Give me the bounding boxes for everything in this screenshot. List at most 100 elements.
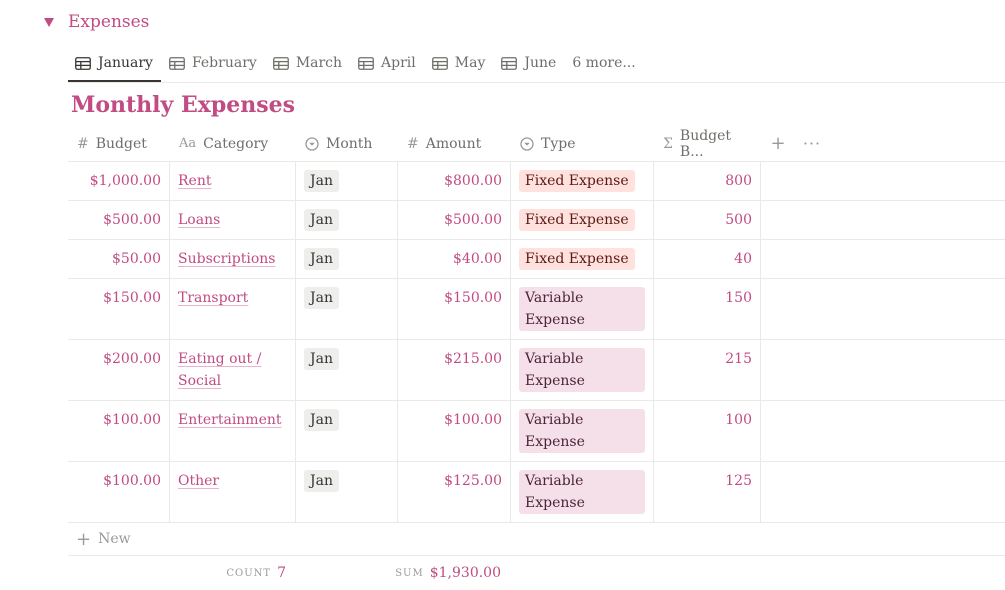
column-label: Amount bbox=[425, 135, 482, 152]
view-tabs: January February March April May June 6 … bbox=[68, 46, 1005, 83]
category-link[interactable]: Transport bbox=[178, 290, 249, 306]
budget-b-cell[interactable]: 800 bbox=[654, 162, 761, 200]
tab-june[interactable]: June bbox=[493, 46, 564, 80]
budget-cell[interactable]: $100.00 bbox=[68, 401, 170, 461]
count-value: 7 bbox=[277, 565, 286, 581]
sum-value: $1,930.00 bbox=[429, 565, 501, 581]
calc-count[interactable]: COUNT 7 bbox=[170, 565, 296, 581]
type-cell[interactable]: Variable Expense bbox=[511, 340, 654, 400]
type-cell[interactable]: Variable Expense bbox=[511, 279, 654, 339]
budget-cell[interactable]: $100.00 bbox=[68, 462, 170, 522]
budget-cell[interactable]: $50.00 bbox=[68, 240, 170, 278]
amount-cell[interactable]: $800.00 bbox=[398, 162, 511, 200]
tab-may[interactable]: May bbox=[424, 46, 494, 80]
tab-february[interactable]: February bbox=[161, 46, 265, 80]
column-header-category[interactable]: Aa Category bbox=[170, 126, 296, 161]
amount-cell[interactable]: $500.00 bbox=[398, 201, 511, 239]
column-label: Budget bbox=[95, 135, 147, 152]
type-tag: Variable Expense bbox=[519, 348, 645, 392]
plus-icon: + bbox=[76, 528, 92, 550]
section-toggle[interactable]: Expenses bbox=[44, 10, 149, 34]
column-header-budget-b[interactable]: Σ Budget B... bbox=[654, 126, 761, 161]
amount-cell[interactable]: $150.00 bbox=[398, 279, 511, 339]
number-icon: # bbox=[77, 135, 89, 152]
budget-cell[interactable]: $1,000.00 bbox=[68, 162, 170, 200]
month-cell[interactable]: Jan bbox=[296, 162, 398, 200]
category-cell[interactable]: Entertainment bbox=[170, 401, 296, 461]
column-header-month[interactable]: Month bbox=[296, 126, 398, 161]
amount-cell[interactable]: $100.00 bbox=[398, 401, 511, 461]
month-cell[interactable]: Jan bbox=[296, 462, 398, 522]
type-tag: Variable Expense bbox=[519, 287, 645, 331]
table-icon bbox=[501, 56, 518, 70]
category-link[interactable]: Loans bbox=[178, 212, 221, 228]
category-cell[interactable]: Loans bbox=[170, 201, 296, 239]
calc-sum[interactable]: SUM $1,930.00 bbox=[395, 565, 511, 581]
triangle-down-icon[interactable] bbox=[44, 17, 54, 27]
add-property-button[interactable]: + bbox=[761, 126, 795, 161]
type-cell[interactable]: Variable Expense bbox=[511, 401, 654, 461]
new-row-button[interactable]: + New bbox=[68, 523, 1005, 556]
budget-b-cell[interactable]: 100 bbox=[654, 401, 761, 461]
table-row[interactable]: $500.00 Loans Jan $500.00 Fixed Expense … bbox=[68, 201, 1005, 240]
column-header-type[interactable]: Type bbox=[511, 126, 654, 161]
month-cell[interactable]: Jan bbox=[296, 201, 398, 239]
table-row[interactable]: $50.00 Subscriptions Jan $40.00 Fixed Ex… bbox=[68, 240, 1005, 279]
month-cell[interactable]: Jan bbox=[296, 340, 398, 400]
budget-b-cell[interactable]: 150 bbox=[654, 279, 761, 339]
amount-cell[interactable]: $215.00 bbox=[398, 340, 511, 400]
category-link[interactable]: Entertainment bbox=[178, 412, 282, 428]
tab-label: 6 more... bbox=[572, 55, 636, 71]
table-icon bbox=[272, 56, 289, 70]
column-label: Category bbox=[203, 135, 269, 152]
table-header: # Budget Aa Category Month # Amount Type… bbox=[68, 126, 1005, 162]
category-link[interactable]: Rent bbox=[178, 173, 212, 189]
type-cell[interactable]: Fixed Expense bbox=[511, 162, 654, 200]
tab-label: February bbox=[191, 55, 257, 71]
budget-cell[interactable]: $200.00 bbox=[68, 340, 170, 400]
column-header-budget[interactable]: # Budget bbox=[68, 126, 170, 161]
more-options-button[interactable]: ··· bbox=[795, 126, 829, 161]
category-link[interactable]: Subscriptions bbox=[178, 251, 276, 267]
plus-icon: + bbox=[770, 133, 786, 154]
category-cell[interactable]: Eating out / Social bbox=[170, 340, 296, 400]
table-row[interactable]: $100.00 Entertainment Jan $100.00 Variab… bbox=[68, 401, 1005, 462]
tab-label: January bbox=[98, 55, 153, 71]
tab-january[interactable]: January bbox=[68, 46, 161, 82]
table-row[interactable]: $200.00 Eating out / Social Jan $215.00 … bbox=[68, 340, 1005, 401]
category-cell[interactable]: Transport bbox=[170, 279, 296, 339]
type-cell[interactable]: Fixed Expense bbox=[511, 201, 654, 239]
sum-label: SUM bbox=[395, 567, 424, 579]
month-cell[interactable]: Jan bbox=[296, 401, 398, 461]
budget-b-cell[interactable]: 215 bbox=[654, 340, 761, 400]
type-tag: Variable Expense bbox=[519, 409, 645, 453]
type-cell[interactable]: Variable Expense bbox=[511, 462, 654, 522]
tab-march[interactable]: March bbox=[265, 46, 350, 80]
table-row[interactable]: $150.00 Transport Jan $150.00 Variable E… bbox=[68, 279, 1005, 340]
month-cell[interactable]: Jan bbox=[296, 240, 398, 278]
month-cell[interactable]: Jan bbox=[296, 279, 398, 339]
amount-cell[interactable]: $125.00 bbox=[398, 462, 511, 522]
column-header-amount[interactable]: # Amount bbox=[398, 126, 511, 161]
month-tag: Jan bbox=[304, 209, 339, 231]
tab-more[interactable]: 6 more... bbox=[564, 46, 643, 80]
type-cell[interactable]: Fixed Expense bbox=[511, 240, 654, 278]
category-cell[interactable]: Subscriptions bbox=[170, 240, 296, 278]
budget-b-cell[interactable]: 500 bbox=[654, 201, 761, 239]
database-title[interactable]: Monthly Expenses bbox=[71, 92, 296, 118]
category-link[interactable]: Other bbox=[178, 473, 220, 489]
budget-cell[interactable]: $150.00 bbox=[68, 279, 170, 339]
amount-cell[interactable]: $40.00 bbox=[398, 240, 511, 278]
table-row[interactable]: $100.00 Other Jan $125.00 Variable Expen… bbox=[68, 462, 1005, 523]
column-label: Type bbox=[541, 135, 576, 152]
type-tag: Fixed Expense bbox=[519, 170, 635, 192]
budget-cell[interactable]: $500.00 bbox=[68, 201, 170, 239]
tab-april[interactable]: April bbox=[350, 46, 424, 80]
section-title: Expenses bbox=[68, 12, 150, 32]
category-cell[interactable]: Other bbox=[170, 462, 296, 522]
table-row[interactable]: $1,000.00 Rent Jan $800.00 Fixed Expense… bbox=[68, 162, 1005, 201]
budget-b-cell[interactable]: 40 bbox=[654, 240, 761, 278]
category-link[interactable]: Eating out / Social bbox=[178, 351, 262, 389]
budget-b-cell[interactable]: 125 bbox=[654, 462, 761, 522]
category-cell[interactable]: Rent bbox=[170, 162, 296, 200]
